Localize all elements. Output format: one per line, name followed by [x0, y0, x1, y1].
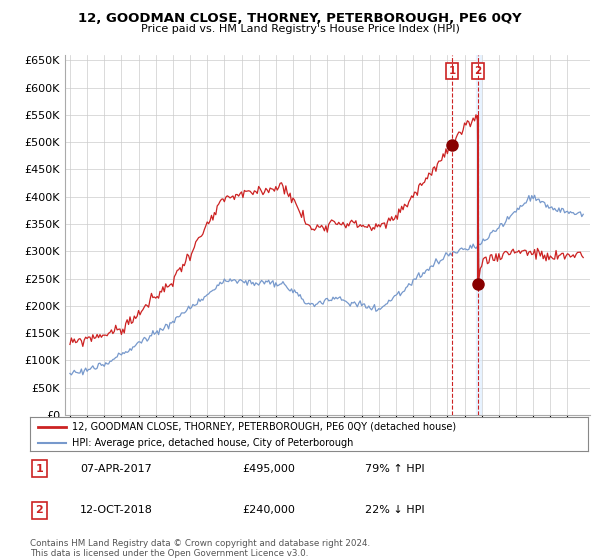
Text: 12-OCT-2018: 12-OCT-2018: [80, 505, 153, 515]
Text: 2: 2: [475, 66, 482, 76]
Text: 2: 2: [35, 505, 43, 515]
Text: 1: 1: [35, 464, 43, 474]
Text: 07-APR-2017: 07-APR-2017: [80, 464, 152, 474]
Text: 1: 1: [448, 66, 455, 76]
Text: £495,000: £495,000: [242, 464, 295, 474]
Text: 12, GOODMAN CLOSE, THORNEY, PETERBOROUGH, PE6 0QY (detached house): 12, GOODMAN CLOSE, THORNEY, PETERBOROUGH…: [72, 422, 456, 432]
Text: 12, GOODMAN CLOSE, THORNEY, PETERBOROUGH, PE6 0QY: 12, GOODMAN CLOSE, THORNEY, PETERBOROUGH…: [78, 12, 522, 25]
Text: HPI: Average price, detached house, City of Peterborough: HPI: Average price, detached house, City…: [72, 438, 353, 449]
Text: Price paid vs. HM Land Registry's House Price Index (HPI): Price paid vs. HM Land Registry's House …: [140, 24, 460, 34]
Text: £240,000: £240,000: [242, 505, 295, 515]
Text: 22% ↓ HPI: 22% ↓ HPI: [365, 505, 424, 515]
Bar: [476, 55, 481, 415]
Text: Contains HM Land Registry data © Crown copyright and database right 2024.
This d: Contains HM Land Registry data © Crown c…: [30, 539, 370, 558]
Text: 79% ↑ HPI: 79% ↑ HPI: [365, 464, 424, 474]
